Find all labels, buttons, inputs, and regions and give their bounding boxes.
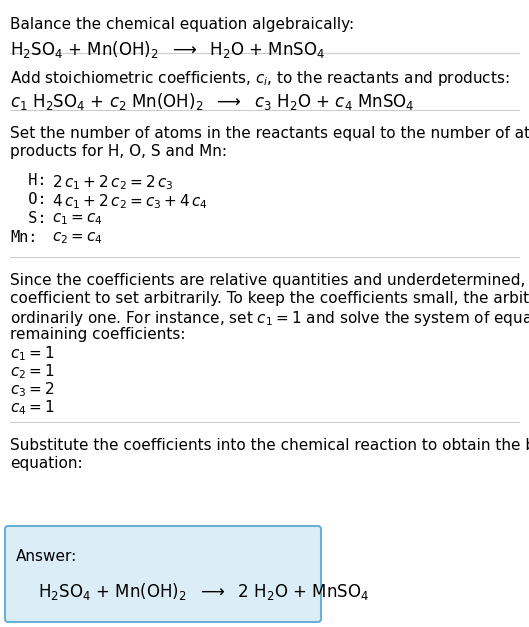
Text: Balance the chemical equation algebraically:: Balance the chemical equation algebraica… xyxy=(10,17,354,32)
Text: Since the coefficients are relative quantities and underdetermined, choose a: Since the coefficients are relative quan… xyxy=(10,273,529,288)
Text: $c_1 = c_4$: $c_1 = c_4$ xyxy=(52,211,103,227)
Text: H:: H: xyxy=(10,173,47,188)
Text: S:: S: xyxy=(10,211,47,226)
Text: Mn:: Mn: xyxy=(10,230,38,245)
Text: products for H, O, S and Mn:: products for H, O, S and Mn: xyxy=(10,144,227,159)
Text: H$_2$SO$_4$ + Mn(OH)$_2$  $\longrightarrow$  2 H$_2$O + MnSO$_4$: H$_2$SO$_4$ + Mn(OH)$_2$ $\longrightarro… xyxy=(38,581,369,602)
Text: $c_2 = c_4$: $c_2 = c_4$ xyxy=(52,230,103,246)
Text: Add stoichiometric coefficients, $c_i$, to the reactants and products:: Add stoichiometric coefficients, $c_i$, … xyxy=(10,69,509,88)
Text: $4\,c_1 + 2\,c_2 = c_3 + 4\,c_4$: $4\,c_1 + 2\,c_2 = c_3 + 4\,c_4$ xyxy=(52,192,208,211)
Text: ordinarily one. For instance, set $c_1 = 1$ and solve the system of equations fo: ordinarily one. For instance, set $c_1 =… xyxy=(10,309,529,328)
Text: equation:: equation: xyxy=(10,456,83,471)
Text: $c_1$ H$_2$SO$_4$ + $c_2$ Mn(OH)$_2$  $\longrightarrow$  $c_3$ H$_2$O + $c_4$ Mn: $c_1$ H$_2$SO$_4$ + $c_2$ Mn(OH)$_2$ $\l… xyxy=(10,91,415,112)
Text: Set the number of atoms in the reactants equal to the number of atoms in the: Set the number of atoms in the reactants… xyxy=(10,126,529,141)
Text: remaining coefficients:: remaining coefficients: xyxy=(10,327,186,342)
Text: coefficient to set arbitrarily. To keep the coefficients small, the arbitrary va: coefficient to set arbitrarily. To keep … xyxy=(10,291,529,306)
Text: $c_3 = 2$: $c_3 = 2$ xyxy=(10,380,54,399)
Text: H$_2$SO$_4$ + Mn(OH)$_2$  $\longrightarrow$  H$_2$O + MnSO$_4$: H$_2$SO$_4$ + Mn(OH)$_2$ $\longrightarro… xyxy=(10,39,325,60)
Text: $c_4 = 1$: $c_4 = 1$ xyxy=(10,398,54,417)
Text: $c_1 = 1$: $c_1 = 1$ xyxy=(10,344,54,362)
Text: $2\,c_1 + 2\,c_2 = 2\,c_3$: $2\,c_1 + 2\,c_2 = 2\,c_3$ xyxy=(52,173,174,192)
Text: $c_2 = 1$: $c_2 = 1$ xyxy=(10,362,54,381)
Text: Substitute the coefficients into the chemical reaction to obtain the balanced: Substitute the coefficients into the che… xyxy=(10,438,529,453)
Text: O:: O: xyxy=(10,192,47,207)
FancyBboxPatch shape xyxy=(5,526,321,622)
Text: Answer:: Answer: xyxy=(16,549,77,564)
